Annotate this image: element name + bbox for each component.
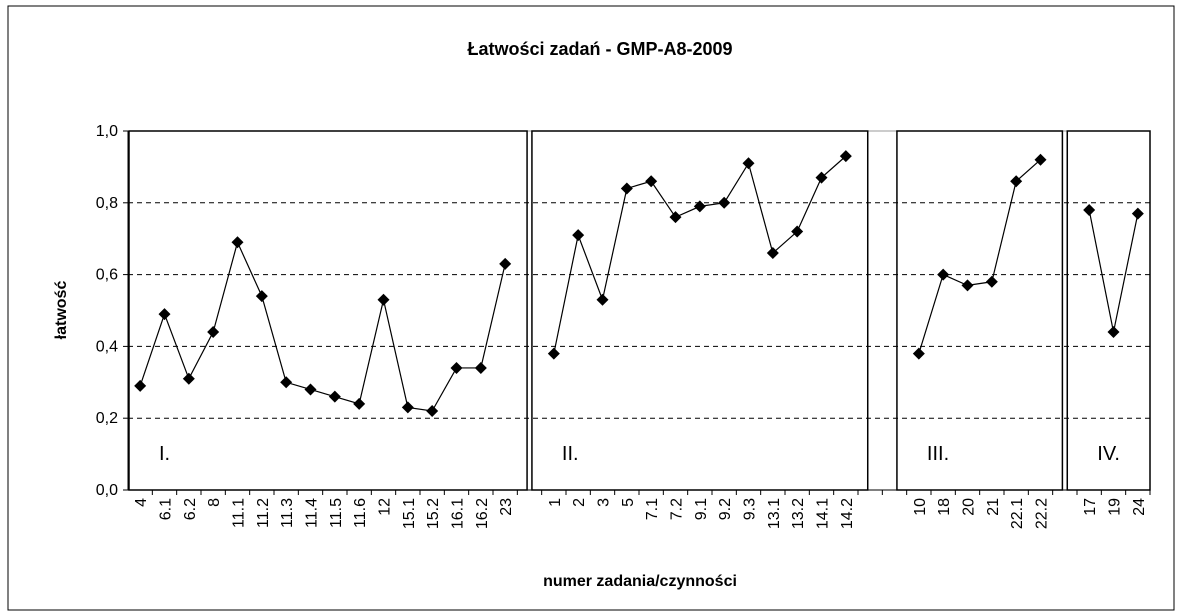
data-point <box>1107 326 1120 339</box>
x-tick-label: 11.5 <box>328 498 345 528</box>
y-tick-label: 0,6 <box>96 267 118 284</box>
data-point <box>280 376 293 389</box>
x-tick-label: 6.2 <box>182 498 199 520</box>
data-point <box>231 236 244 249</box>
x-tick-label: 23 <box>498 498 515 516</box>
x-tick-label: 5 <box>620 498 637 507</box>
y-axis-label: łatwość <box>53 281 70 340</box>
x-tick-label: 9.1 <box>693 498 710 520</box>
y-tick-label: 0,0 <box>96 482 118 499</box>
x-tick-label: 12 <box>377 498 394 516</box>
data-point <box>1034 153 1047 166</box>
data-point <box>353 397 366 410</box>
x-tick-label: 20 <box>961 498 978 516</box>
x-tick-label: 11.3 <box>279 498 296 528</box>
x-tick-label: 19 <box>1107 498 1124 516</box>
x-tick-label: 9.2 <box>717 498 734 520</box>
x-tick-label: 11.6 <box>352 498 369 528</box>
x-tick-label: 11.4 <box>304 498 321 528</box>
data-point <box>620 182 633 195</box>
x-tick-label: 8 <box>206 498 223 507</box>
data-point <box>401 401 414 414</box>
x-tick-label: 11.2 <box>255 498 272 528</box>
group-box <box>128 130 528 491</box>
data-point <box>328 390 341 403</box>
data-point <box>596 293 609 306</box>
data-point <box>134 379 147 392</box>
data-point <box>937 268 950 281</box>
x-tick-label: 22.2 <box>1034 498 1051 529</box>
data-point <box>499 257 512 270</box>
data-point <box>839 150 852 163</box>
x-tick-label: 14.2 <box>839 498 856 529</box>
data-point <box>1010 175 1023 188</box>
data-point <box>1083 203 1096 216</box>
group-label: III. <box>927 443 949 465</box>
data-point <box>985 275 998 288</box>
x-tick-label: 22.1 <box>1009 498 1026 529</box>
x-tick-label: 15.1 <box>401 498 418 529</box>
y-tick-label: 1,0 <box>96 123 118 140</box>
data-point <box>961 279 974 292</box>
group-label: I. <box>159 443 170 465</box>
x-tick-label: 21 <box>985 498 1002 516</box>
y-tick-label: 0,8 <box>96 195 118 212</box>
group-label: IV. <box>1097 443 1120 465</box>
y-tick-label: 0,4 <box>96 338 118 355</box>
data-point <box>182 372 195 385</box>
x-tick-label: 7.1 <box>644 498 661 520</box>
series-line <box>918 159 1041 354</box>
x-tick-label: 18 <box>936 498 953 516</box>
x-tick-label: 9.3 <box>742 498 759 520</box>
data-point <box>718 196 731 209</box>
x-tick-label: 2 <box>571 498 588 507</box>
chart-frame <box>7 5 1175 611</box>
data-point <box>572 229 585 242</box>
x-tick-label: 6.1 <box>158 498 175 520</box>
x-tick-label: 16.2 <box>474 498 491 529</box>
x-tick-label: 11.1 <box>231 498 248 528</box>
data-point <box>669 211 682 224</box>
x-tick-label: 13.2 <box>790 498 807 529</box>
x-tick-label: 16.1 <box>450 498 467 529</box>
data-point <box>474 361 487 374</box>
data-point <box>450 361 463 374</box>
x-axis-label: numer zadania/czynności <box>543 573 737 590</box>
group-box <box>1066 130 1151 491</box>
x-tick-label: 15.2 <box>425 498 442 529</box>
data-point <box>815 171 828 184</box>
data-point <box>158 308 171 321</box>
data-point <box>426 405 439 418</box>
data-point <box>547 347 560 360</box>
data-point <box>742 157 755 170</box>
x-tick-label: 14.1 <box>815 498 832 529</box>
x-tick-label: 1 <box>547 498 564 507</box>
x-tick-label: 4 <box>133 498 150 507</box>
y-tick-label: 0,2 <box>96 410 118 427</box>
data-point <box>693 200 706 213</box>
data-point <box>1131 207 1144 220</box>
data-point <box>645 175 658 188</box>
data-point <box>766 247 779 260</box>
group-label: II. <box>562 443 579 465</box>
x-tick-label: 13.1 <box>766 498 783 529</box>
data-point <box>207 326 220 339</box>
group-box <box>531 130 869 491</box>
data-point <box>377 293 390 306</box>
data-point <box>791 225 804 238</box>
x-tick-label: 17 <box>1082 498 1099 516</box>
series-line <box>139 240 506 412</box>
chart-title: Łatwości zadań - GMP-A8-2009 <box>467 39 732 59</box>
data-point <box>304 383 317 396</box>
data-point <box>255 290 268 303</box>
x-tick-label: 10 <box>912 498 929 516</box>
data-point <box>912 347 925 360</box>
x-tick-label: 3 <box>596 498 613 507</box>
x-tick-label: 24 <box>1131 498 1148 516</box>
x-tick-label: 7.2 <box>669 498 686 520</box>
